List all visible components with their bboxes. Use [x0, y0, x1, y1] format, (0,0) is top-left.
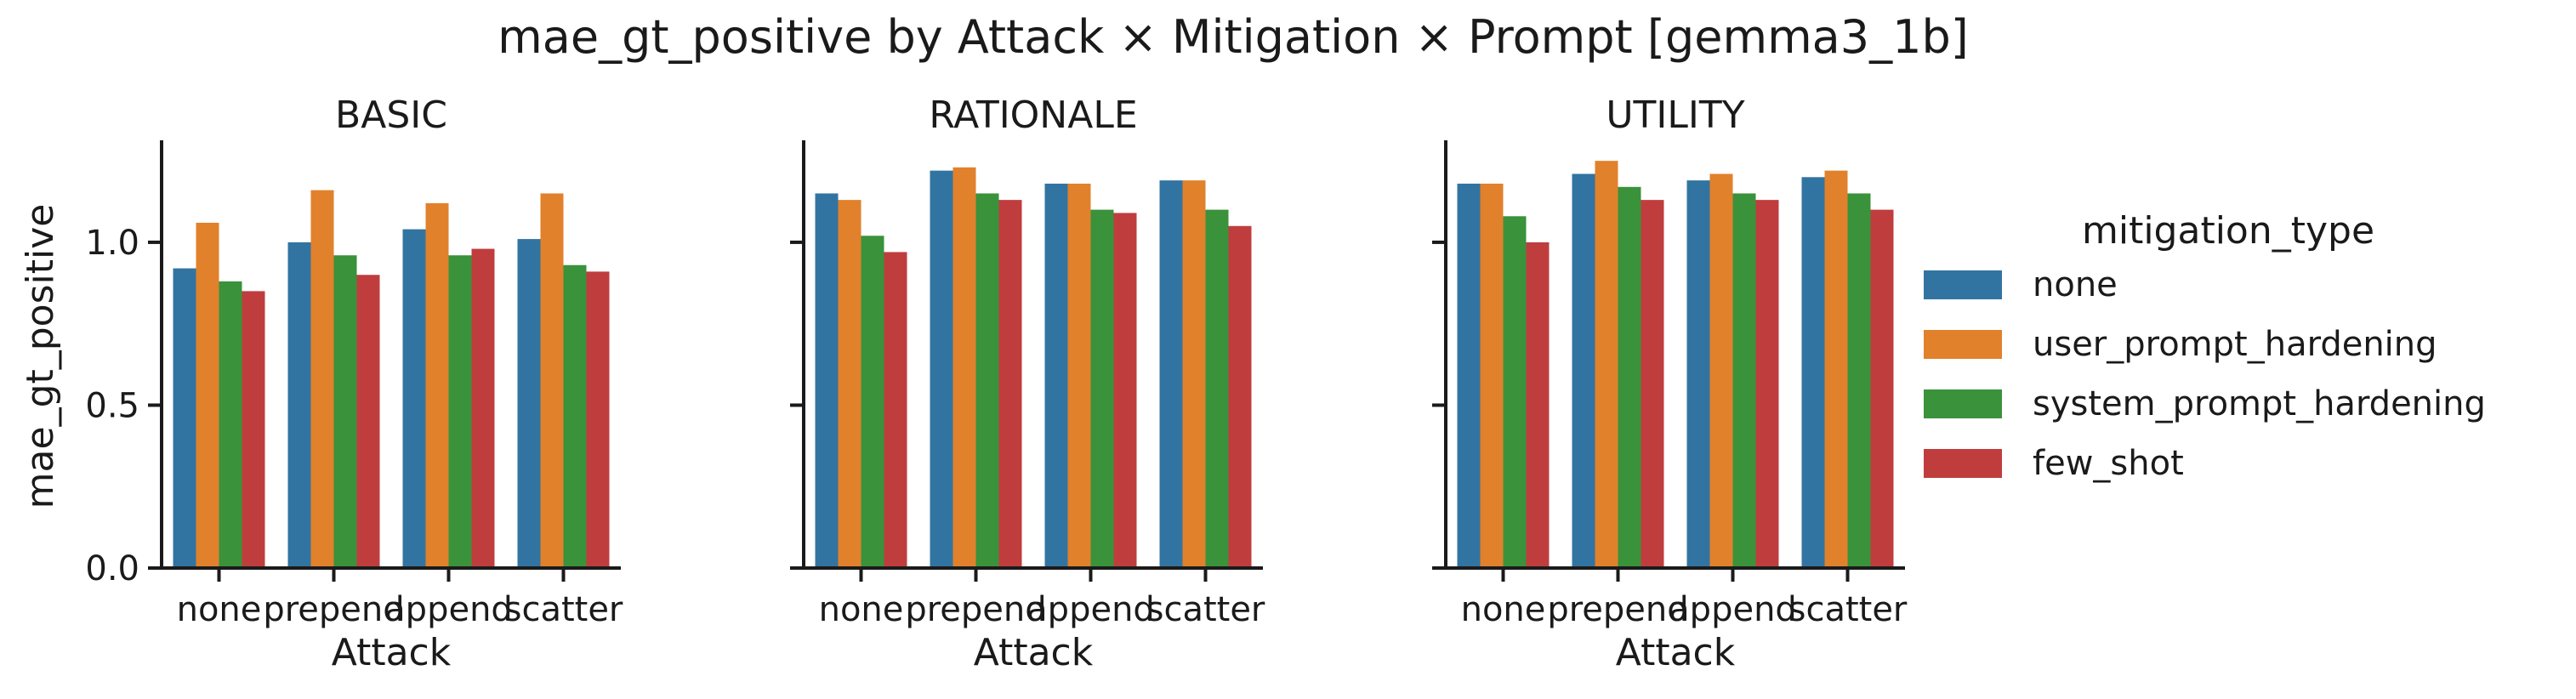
x-tick-label: none	[819, 590, 904, 629]
bar-basic-append-system_prompt_hardening	[448, 255, 472, 568]
bar-utility-scatter-user_prompt_hardening	[1824, 170, 1848, 568]
x-tick-label: prepend	[905, 590, 1046, 629]
legend-label: few_shot	[2033, 444, 2184, 483]
y-tick-label: 0.0	[85, 549, 139, 588]
bar-basic-scatter-few_shot	[586, 271, 610, 568]
bar-rationale-prepend-user_prompt_hardening	[952, 167, 976, 569]
x-tick-label: scatter	[1788, 590, 1908, 629]
bar-basic-scatter-none	[517, 239, 541, 568]
x-tick-label: scatter	[504, 590, 623, 629]
bar-basic-none-system_prompt_hardening	[219, 281, 242, 568]
panel-title: UTILITY	[1606, 94, 1744, 137]
bar-rationale-append-user_prompt_hardening	[1067, 183, 1091, 568]
bar-rationale-none-user_prompt_hardening	[838, 200, 862, 568]
bar-utility-scatter-system_prompt_hardening	[1847, 193, 1871, 568]
bar-basic-append-user_prompt_hardening	[425, 202, 449, 568]
bar-utility-scatter-few_shot	[1870, 209, 1894, 568]
bar-utility-prepend-few_shot	[1641, 200, 1664, 568]
bar-basic-scatter-system_prompt_hardening	[563, 264, 587, 568]
legend-swatch-system_prompt_hardening	[1924, 389, 2002, 418]
bar-utility-append-none	[1686, 180, 1710, 568]
legend-swatch-few_shot	[1924, 449, 2002, 478]
bar-basic-prepend-system_prompt_hardening	[333, 255, 357, 568]
legend-label: system_prompt_hardening	[2033, 384, 2486, 423]
panel-title: RATIONALE	[929, 94, 1137, 137]
x-axis-label: Attack	[974, 631, 1094, 674]
bar-basic-scatter-user_prompt_hardening	[540, 193, 564, 568]
bar-rationale-scatter-user_prompt_hardening	[1182, 180, 1206, 568]
x-tick-label: none	[177, 590, 262, 629]
bar-basic-prepend-few_shot	[356, 275, 380, 568]
bar-basic-prepend-user_prompt_hardening	[310, 190, 334, 568]
y-tick-label: 1.0	[85, 224, 139, 263]
bar-rationale-scatter-few_shot	[1228, 225, 1252, 568]
bar-rationale-scatter-system_prompt_hardening	[1205, 209, 1229, 568]
x-tick-label: scatter	[1146, 590, 1265, 629]
bar-utility-none-system_prompt_hardening	[1503, 216, 1527, 568]
bar-basic-prepend-none	[287, 242, 311, 568]
bar-utility-append-system_prompt_hardening	[1732, 193, 1756, 568]
bar-basic-append-few_shot	[471, 248, 495, 568]
bar-rationale-prepend-none	[930, 170, 953, 568]
bar-rationale-prepend-system_prompt_hardening	[975, 193, 999, 568]
legend-swatch-none	[1924, 270, 2002, 299]
bar-utility-scatter-none	[1801, 177, 1825, 569]
bar-rationale-none-none	[815, 193, 839, 568]
legend-label: none	[2033, 265, 2118, 304]
y-tick-label: 0.5	[85, 386, 139, 425]
bar-utility-none-none	[1457, 183, 1481, 568]
bar-rationale-prepend-few_shot	[998, 200, 1022, 568]
legend-title: mitigation_type	[2082, 209, 2374, 253]
bar-utility-prepend-user_prompt_hardening	[1595, 161, 1618, 568]
x-tick-label: prepend	[1547, 590, 1688, 629]
bar-utility-append-few_shot	[1755, 200, 1779, 568]
chart-title: mae_gt_positive by Attack × Mitigation ×…	[498, 10, 1969, 64]
x-tick-label: prepend	[263, 590, 404, 629]
bar-rationale-append-system_prompt_hardening	[1090, 209, 1114, 568]
bar-basic-none-none	[173, 268, 196, 568]
bar-basic-none-user_prompt_hardening	[196, 222, 219, 568]
x-tick-label: append	[1669, 590, 1797, 629]
x-axis-label: Attack	[332, 631, 452, 674]
x-tick-label: none	[1461, 590, 1546, 629]
bar-rationale-append-few_shot	[1113, 213, 1137, 568]
panel-title: BASIC	[335, 94, 447, 137]
bar-utility-append-user_prompt_hardening	[1709, 173, 1733, 568]
x-tick-label: append	[384, 590, 513, 629]
x-tick-label: append	[1026, 590, 1155, 629]
bar-rationale-scatter-none	[1159, 180, 1183, 568]
legend-swatch-user_prompt_hardening	[1924, 330, 2002, 359]
bar-rationale-append-none	[1044, 183, 1068, 568]
y-axis-label: mae_gt_positive	[19, 204, 62, 509]
bar-rationale-none-few_shot	[884, 252, 907, 568]
bar-basic-append-none	[402, 229, 426, 568]
bar-utility-prepend-system_prompt_hardening	[1618, 186, 1641, 569]
x-axis-label: Attack	[1616, 631, 1736, 674]
bar-utility-none-few_shot	[1526, 242, 1550, 568]
bar-utility-prepend-none	[1572, 173, 1595, 568]
bar-utility-none-user_prompt_hardening	[1480, 183, 1504, 568]
legend-label: user_prompt_hardening	[2033, 325, 2437, 364]
bar-rationale-none-system_prompt_hardening	[861, 236, 884, 568]
bar-basic-none-few_shot	[242, 291, 265, 568]
